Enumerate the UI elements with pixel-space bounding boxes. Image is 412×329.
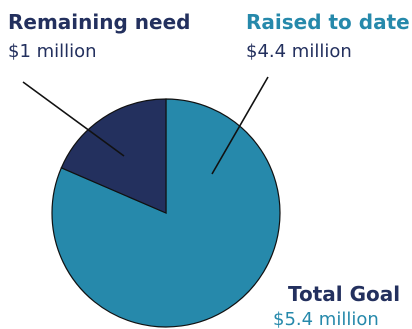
label-total-goal-name: Total Goal — [288, 282, 400, 306]
label-raised-to-date-value: $4.4 million — [246, 41, 352, 62]
label-remaining-need-name: Remaining need — [8, 10, 190, 34]
label-remaining-need-value: $1 million — [8, 41, 97, 62]
label-raised-to-date-name: Raised to date — [246, 10, 410, 34]
label-total-goal-value: $5.4 million — [273, 309, 379, 329]
pie-slice-remaining-need — [60, 98, 167, 214]
leader-line-remaining-need — [22, 81, 125, 157]
leader-line-raised-to-date — [211, 76, 269, 175]
